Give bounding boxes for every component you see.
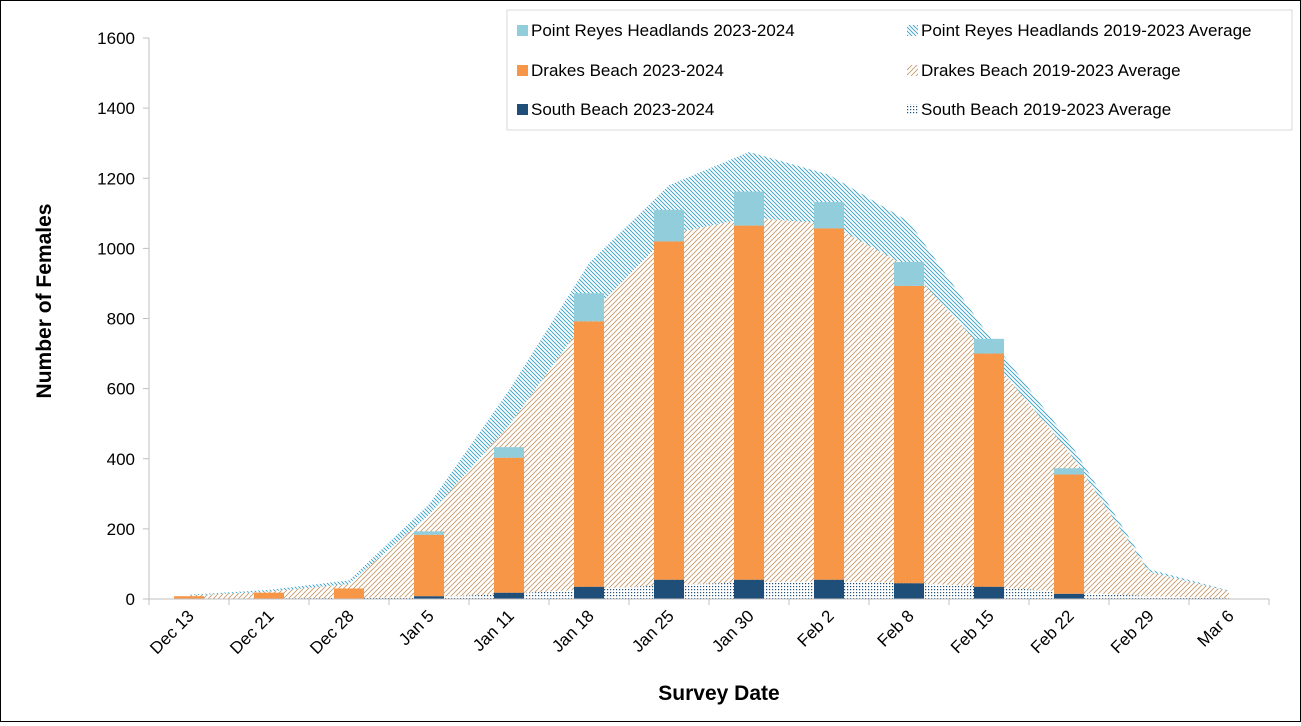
- bar-point-reyes-headlands-2023-2024-feb-8: [894, 262, 924, 286]
- x-tick-label: Dec 21: [226, 606, 278, 658]
- bar-drakes-beach-2023-2024-dec-13: [174, 596, 204, 599]
- legend-swatch: [517, 25, 528, 36]
- bar-drakes-beach-2023-2024-dec-28: [334, 588, 364, 599]
- y-tick-label: 1200: [97, 169, 135, 188]
- y-tick-label: 800: [107, 310, 135, 329]
- x-tick-label: Feb 8: [874, 606, 918, 650]
- legend-swatch: [907, 25, 918, 36]
- x-tick-label: Jan 30: [708, 606, 758, 656]
- legend-swatch: [907, 104, 918, 115]
- bar-point-reyes-headlands-2023-2024-jan-11: [494, 447, 524, 458]
- x-tick-label: Dec 28: [306, 606, 358, 658]
- x-tick-label: Jan 25: [628, 606, 678, 656]
- bar-drakes-beach-2023-2024-jan-18: [574, 321, 604, 587]
- bar-drakes-beach-2023-2024-feb-2: [814, 228, 844, 580]
- bar-south-beach-2023-2024-jan-5: [414, 596, 444, 599]
- x-tick-label: Dec 13: [146, 606, 198, 658]
- bar-south-beach-2023-2024-jan-18: [574, 586, 604, 599]
- x-axis-ticks: Dec 13 Dec 21 Dec 28 Jan 5 Jan 11 Jan 18 Jan 2…: [146, 599, 1270, 658]
- x-tick-label: Feb 22: [1027, 606, 1078, 657]
- legend-label: Drakes Beach 2023-2024: [531, 61, 724, 80]
- legend-label: South Beach 2019-2023 Average: [921, 100, 1171, 119]
- bar-drakes-beach-2023-2024-feb-15: [974, 353, 1004, 587]
- legend-label: Point Reyes Headlands 2023-2024: [531, 21, 795, 40]
- y-tick-label: 1400: [97, 99, 135, 118]
- x-tick-label: Feb 29: [1107, 606, 1158, 657]
- legend-item-south-beach-2019-2023-average: South Beach 2019-2023 Average: [907, 100, 1171, 119]
- x-tick-label: Jan 11: [469, 606, 518, 655]
- bar-south-beach-2023-2024-feb-8: [894, 583, 924, 599]
- bar-point-reyes-headlands-2023-2024-jan-5: [414, 531, 444, 535]
- y-tick-label: 600: [107, 380, 135, 399]
- bar-south-beach-2023-2024-feb-15: [974, 586, 1004, 599]
- bar-drakes-beach-2023-2024-jan-5: [414, 534, 444, 597]
- bar-south-beach-2023-2024-feb-22: [1054, 593, 1084, 599]
- y-tick-label: 1000: [97, 239, 135, 258]
- bar-group: [174, 191, 1084, 599]
- x-tick-label: Jan 18: [548, 606, 598, 656]
- bar-point-reyes-headlands-2023-2024-feb-2: [814, 202, 844, 229]
- x-tick-label: Jan 5: [395, 606, 438, 649]
- area-south-beach-2019-2023-average: [189, 581, 1229, 599]
- y-tick-label: 200: [107, 520, 135, 539]
- average-areas: [189, 151, 1229, 599]
- legend-swatch: [517, 65, 528, 76]
- legend-label: South Beach 2023-2024: [531, 100, 714, 119]
- y-tick-label: 400: [107, 450, 135, 469]
- area-point-reyes-headlands-2019-2023-average: [189, 151, 1229, 596]
- legend-item-point-reyes-headlands-2019-2023-average: Point Reyes Headlands 2019-2023 Average: [907, 21, 1251, 40]
- bar-point-reyes-headlands-2023-2024-jan-25: [654, 209, 684, 242]
- bar-point-reyes-headlands-2023-2024-feb-15: [974, 338, 1004, 354]
- bar-point-reyes-headlands-2023-2024-jan-18: [574, 293, 604, 322]
- legend-swatch: [517, 104, 528, 115]
- legend-item-drakes-beach-2019-2023-average: Drakes Beach 2019-2023 Average: [907, 61, 1181, 80]
- bar-south-beach-2023-2024-jan-25: [654, 579, 684, 599]
- legend-swatch: [907, 65, 918, 76]
- bar-point-reyes-headlands-2023-2024-jan-30: [734, 191, 764, 226]
- legend-label: Point Reyes Headlands 2019-2023 Average: [921, 21, 1251, 40]
- bar-drakes-beach-2023-2024-feb-8: [894, 285, 924, 584]
- y-tick-label: 0: [126, 590, 135, 609]
- legend-label: Drakes Beach 2019-2023 Average: [921, 61, 1181, 80]
- y-tick-label: 1600: [97, 29, 135, 48]
- bar-point-reyes-headlands-2023-2024-feb-22: [1054, 468, 1084, 475]
- legend-item-south-beach-2023-2024: South Beach 2023-2024: [517, 100, 714, 119]
- legend-item-drakes-beach-2023-2024: Drakes Beach 2023-2024: [517, 61, 724, 80]
- x-tick-label: Feb 15: [947, 606, 998, 657]
- legend: Point Reyes Headlands 2023-2024 Point Rey…: [506, 9, 1293, 131]
- legend-item-point-reyes-headlands-2023-2024: Point Reyes Headlands 2023-2024: [517, 21, 795, 40]
- x-axis-title: Survey Date: [658, 682, 779, 705]
- legend-box: [506, 9, 1293, 131]
- bar-drakes-beach-2023-2024-jan-25: [654, 241, 684, 580]
- bar-drakes-beach-2023-2024-dec-21: [254, 592, 284, 599]
- x-tick-label: Feb 2: [794, 606, 838, 650]
- y-axis-ticks: 0 200 400 600 800 1000 1200 1400 1600: [97, 29, 149, 609]
- bar-south-beach-2023-2024-jan-30: [734, 579, 764, 599]
- y-axis-title: Number of Females: [33, 204, 56, 399]
- bar-south-beach-2023-2024-feb-2: [814, 579, 844, 599]
- bar-drakes-beach-2023-2024-jan-30: [734, 225, 764, 580]
- bar-drakes-beach-2023-2024-jan-11: [494, 457, 524, 593]
- area-drakes-beach-2019-2023-average: [189, 217, 1229, 599]
- bar-south-beach-2023-2024-jan-11: [494, 592, 524, 599]
- x-tick-label: Mar 6: [1194, 606, 1238, 650]
- bar-drakes-beach-2023-2024-feb-22: [1054, 474, 1084, 594]
